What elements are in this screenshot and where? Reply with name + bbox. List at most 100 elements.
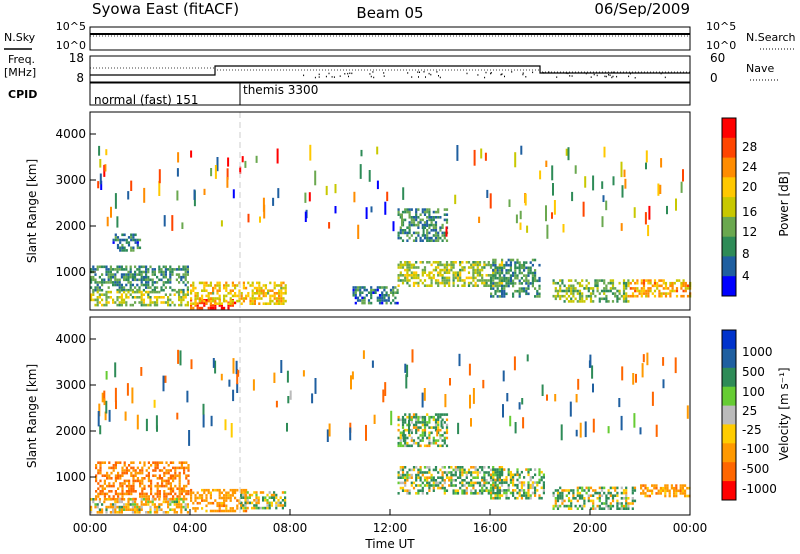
- power-cell: [559, 297, 562, 301]
- velocity-cell: [644, 494, 647, 498]
- velocity-cell: [534, 468, 537, 471]
- power-cell: [209, 299, 212, 303]
- velocity-cell: [209, 494, 212, 497]
- power-cell: [576, 281, 579, 285]
- power-cell: [494, 289, 497, 293]
- power-cell: [426, 236, 429, 240]
- velocity-cell: [589, 507, 593, 510]
- power-cell: [622, 281, 626, 285]
- power-cell: [603, 292, 606, 295]
- velocity-cell: [512, 478, 515, 482]
- power-cell: [459, 263, 462, 267]
- power-cell: [565, 297, 568, 301]
- power-cell: [381, 299, 384, 302]
- power-cell: [356, 286, 360, 289]
- velocity-cell: [165, 492, 168, 496]
- power-cell: [138, 278, 141, 282]
- velocity-cell: [112, 497, 115, 501]
- power-cell: [109, 268, 112, 271]
- power-cell: [114, 268, 117, 271]
- velocity-cell: [443, 489, 446, 492]
- velocity-cell: [406, 444, 409, 448]
- power-cell: [592, 289, 595, 293]
- velocity-sparse-cell: [384, 382, 387, 396]
- velocity-sparse-cell: [212, 358, 215, 368]
- power-cell: [399, 271, 402, 274]
- power-sparse-cell: [99, 159, 102, 168]
- power-cell: [430, 223, 433, 227]
- power-cell: [156, 303, 159, 307]
- velocity-cell: [92, 498, 95, 501]
- velocity-cell: [581, 497, 584, 500]
- power-cell: [529, 266, 532, 270]
- velocity-cell: [620, 504, 623, 508]
- power-cell: [509, 276, 512, 280]
- velocity-cell: [114, 474, 117, 477]
- power-cell: [415, 261, 418, 264]
- power-cell: [428, 271, 431, 274]
- velocity-cell: [456, 468, 460, 472]
- power-cell: [123, 268, 126, 271]
- power-cell: [509, 269, 512, 272]
- power-cell: [118, 268, 121, 271]
- power-cell: [450, 261, 453, 264]
- velocity-cell: [131, 511, 134, 514]
- power-cell: [467, 266, 471, 269]
- velocity-cell: [178, 487, 181, 490]
- power-sparse-cell: [660, 158, 663, 168]
- velocity-sparse-cell: [514, 422, 517, 434]
- power-cell: [376, 296, 379, 300]
- power-cell: [178, 288, 181, 292]
- velocity-cell: [463, 492, 466, 495]
- power-cell: [443, 268, 446, 272]
- velocity-cell: [244, 491, 247, 494]
- velocity-cell: [498, 466, 501, 469]
- power-cell: [467, 276, 471, 280]
- power-cell: [131, 288, 134, 292]
- power-cell: [531, 282, 534, 285]
- velocity-cell: [141, 477, 144, 480]
- velocity-cell: [505, 481, 508, 484]
- power-cell: [443, 279, 446, 282]
- power-cell: [156, 301, 159, 304]
- power-cell: [434, 281, 438, 285]
- velocity-cell: [616, 499, 619, 503]
- power-cell: [498, 281, 501, 285]
- velocity-cell: [592, 494, 595, 497]
- velocity-cell: [150, 490, 153, 493]
- power-cell: [214, 304, 217, 307]
- xtick-label-5: 20:00: [573, 521, 608, 535]
- velocity-cell: [198, 494, 201, 497]
- velocity-sparse-cell: [103, 398, 106, 406]
- velocity-cell: [163, 474, 166, 477]
- power-cell: [280, 281, 283, 285]
- velocity-cell: [505, 494, 508, 497]
- power-cell: [556, 289, 560, 293]
- power-cell: [426, 210, 429, 214]
- velocity-cell: [203, 488, 206, 492]
- velocity-sparse-cell: [98, 403, 101, 417]
- velocity-cell: [270, 504, 273, 507]
- velocity-sparse-cell: [440, 420, 443, 428]
- power-cell: [278, 289, 281, 292]
- power-cell: [385, 299, 388, 302]
- velocity-cell: [622, 497, 626, 500]
- power-cell: [120, 303, 123, 307]
- power-cell: [565, 292, 568, 295]
- power-cell: [443, 231, 446, 235]
- velocity-cell: [576, 491, 579, 495]
- power-cell: [489, 274, 493, 277]
- velocity-cb-tick-1000: 1000: [742, 345, 773, 359]
- velocity-cell: [143, 464, 146, 467]
- velocity-cell: [432, 426, 435, 429]
- power-cell: [231, 299, 234, 303]
- velocity-cell: [542, 491, 545, 495]
- power-cell: [629, 287, 632, 290]
- velocity-cell: [158, 495, 161, 498]
- velocity-cell: [423, 434, 427, 437]
- power-cell: [223, 284, 226, 287]
- velocity-cell: [498, 468, 501, 471]
- power-cell: [363, 296, 366, 300]
- velocity-cell: [485, 486, 488, 490]
- power-cell: [96, 268, 99, 271]
